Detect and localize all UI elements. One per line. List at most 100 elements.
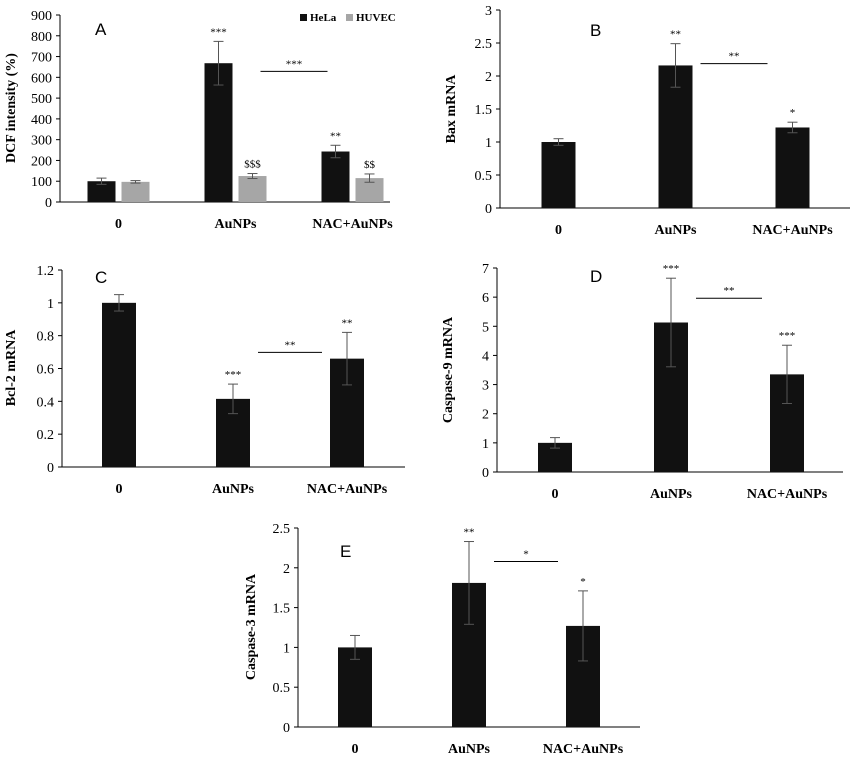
y-tick-label: 500: [31, 92, 52, 107]
bar: [321, 151, 350, 202]
bar: [658, 65, 693, 208]
y-tick-label: 0: [283, 721, 290, 736]
y-tick-label: 1: [485, 136, 492, 151]
y-tick-label: 6: [482, 291, 489, 306]
y-tick-label: 0.4: [37, 395, 55, 410]
y-tick-label: 7: [482, 262, 489, 277]
bracket-label: *: [523, 549, 529, 561]
y-tick-label: 5: [482, 320, 489, 335]
y-tick-label: 600: [31, 71, 52, 86]
bar: [338, 647, 372, 727]
category-label: 0: [552, 487, 559, 502]
y-tick-label: 1: [482, 437, 489, 452]
significance-mark: **: [342, 317, 353, 329]
significance-mark: **: [330, 130, 341, 142]
panel-d: 0 1 2 3 4 5 6 7 Caspase-9 mRNA D 0 AuNPs NAC+AuNPs **…: [441, 262, 843, 502]
category-label: 0: [555, 223, 562, 238]
y-tick-label: 0.5: [273, 681, 291, 696]
significance-mark: ***: [663, 263, 680, 275]
y-tick-label: 0.2: [37, 428, 55, 443]
significance-mark: **: [670, 29, 681, 41]
y-tick-label: 0: [485, 202, 492, 217]
legend-swatch: [346, 14, 353, 21]
y-tick-label: 4: [482, 349, 489, 364]
category-label: 0: [115, 217, 122, 232]
y-tick-label: 2.5: [273, 522, 291, 537]
y-tick-label: 0: [47, 461, 54, 476]
y-axis-title: Bax mRNA: [444, 74, 459, 144]
category-label: NAC+AuNPs: [543, 742, 624, 757]
y-tick-label: 700: [31, 51, 52, 66]
significance-mark: $$: [364, 159, 376, 171]
y-tick-label: 1.2: [37, 264, 55, 279]
y-tick-label: 0: [45, 196, 52, 211]
y-tick-label: 0.8: [37, 330, 55, 345]
y-tick-label: 800: [31, 30, 52, 45]
y-tick-label: 1: [283, 641, 290, 656]
significance-mark: **: [464, 527, 475, 539]
category-label: 0: [352, 742, 359, 757]
y-tick-label: 900: [31, 9, 52, 24]
y-tick-label: 0: [482, 466, 489, 481]
y-tick-label: 400: [31, 113, 52, 128]
category-label: AuNPs: [448, 742, 491, 757]
panel-c: 0 0.2 0.4 0.6 0.8 1 1.2 Bcl-2 mRNA C 0 AuNPs NAC+Au…: [4, 264, 405, 497]
bracket-label: **: [729, 51, 740, 63]
y-tick-label: 1: [47, 297, 54, 312]
panel-letter: E: [340, 542, 351, 561]
bar: [238, 176, 267, 202]
significance-mark: ***: [225, 369, 242, 381]
panel-e: 0 0.5 1 1.5 2 2.5 Caspase-3 mRNA E 0 AuNPs NAC+AuN…: [244, 522, 640, 757]
significance-mark: *: [580, 576, 586, 588]
bar: [775, 127, 810, 208]
significance-mark: $$$: [244, 159, 261, 171]
significance-mark: *: [790, 107, 796, 119]
y-axis-title: DCF intensity (%): [4, 53, 19, 163]
bar: [541, 142, 576, 208]
significance-mark: ***: [210, 26, 227, 38]
y-axis-title: Bcl-2 mRNA: [4, 329, 19, 406]
bar: [204, 63, 233, 203]
category-label: AuNPs: [214, 217, 257, 232]
y-axis-title: Caspase-9 mRNA: [441, 316, 456, 423]
bar: [87, 181, 116, 202]
y-tick-label: 100: [31, 175, 52, 190]
legend-label: HeLa: [310, 12, 337, 24]
y-tick-label: 0.5: [475, 169, 493, 184]
y-tick-label: 1.5: [475, 103, 493, 118]
y-tick-label: 200: [31, 154, 52, 169]
y-tick-label: 2: [283, 562, 290, 577]
category-label: NAC+AuNPs: [307, 482, 388, 497]
bracket-label: **: [285, 339, 296, 351]
category-label: NAC+AuNPs: [752, 223, 833, 238]
bar: [355, 178, 384, 202]
y-tick-label: 2.5: [475, 37, 493, 52]
category-label: NAC+AuNPs: [312, 217, 393, 232]
category-label: NAC+AuNPs: [747, 487, 828, 502]
y-tick-label: 1.5: [273, 602, 291, 617]
bracket-label: ***: [286, 58, 303, 70]
category-label: 0: [116, 482, 123, 497]
bar: [121, 181, 150, 202]
category-label: AuNPs: [650, 487, 693, 502]
y-axis-title: Caspase-3 mRNA: [244, 573, 259, 680]
category-label: AuNPs: [212, 482, 255, 497]
panel-a: 0 100 200 300 400 500 600 700 800 900 DCF intensit…: [4, 9, 396, 232]
y-tick-label: 3: [482, 379, 489, 394]
panel-letter: B: [590, 21, 601, 40]
panel-letter: A: [95, 20, 107, 39]
bar: [102, 302, 136, 467]
y-tick-label: 2: [482, 408, 489, 423]
y-tick-label: 3: [485, 4, 492, 19]
y-tick-label: 0.6: [37, 363, 55, 378]
panel-letter: D: [590, 267, 602, 286]
bracket-label: **: [724, 285, 735, 297]
significance-mark: ***: [779, 330, 796, 342]
y-tick-label: 300: [31, 134, 52, 149]
category-label: AuNPs: [654, 223, 697, 238]
y-tick-label: 2: [485, 70, 492, 85]
legend-label: HUVEC: [356, 12, 396, 24]
legend-swatch: [300, 14, 307, 21]
